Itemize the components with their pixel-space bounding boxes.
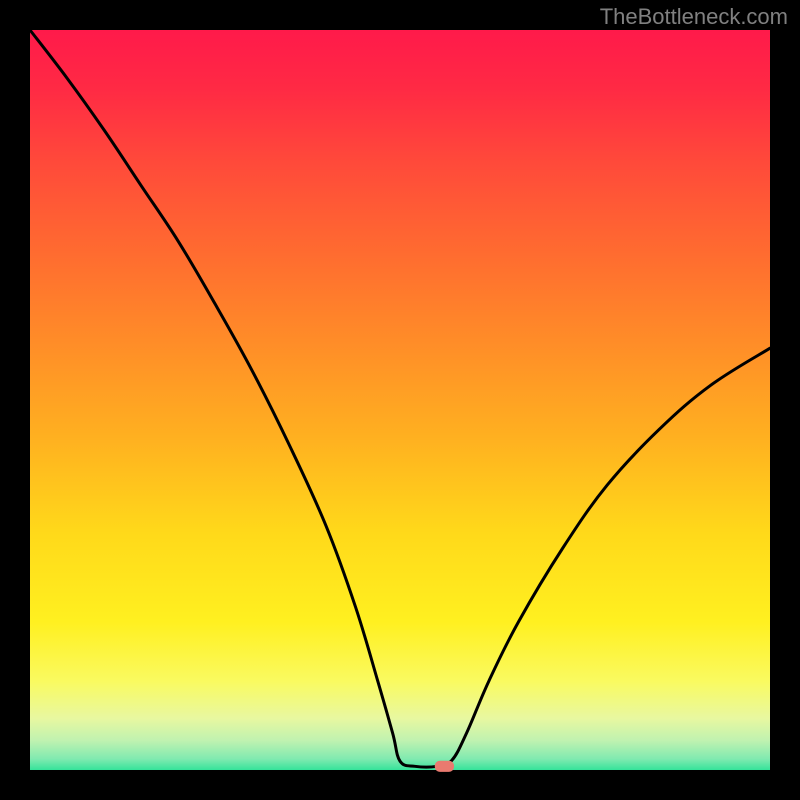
frame: TheBottleneck.com bbox=[0, 0, 800, 800]
bottleneck-chart bbox=[0, 0, 800, 800]
chart-background bbox=[30, 30, 770, 770]
bottleneck-marker bbox=[435, 761, 454, 772]
